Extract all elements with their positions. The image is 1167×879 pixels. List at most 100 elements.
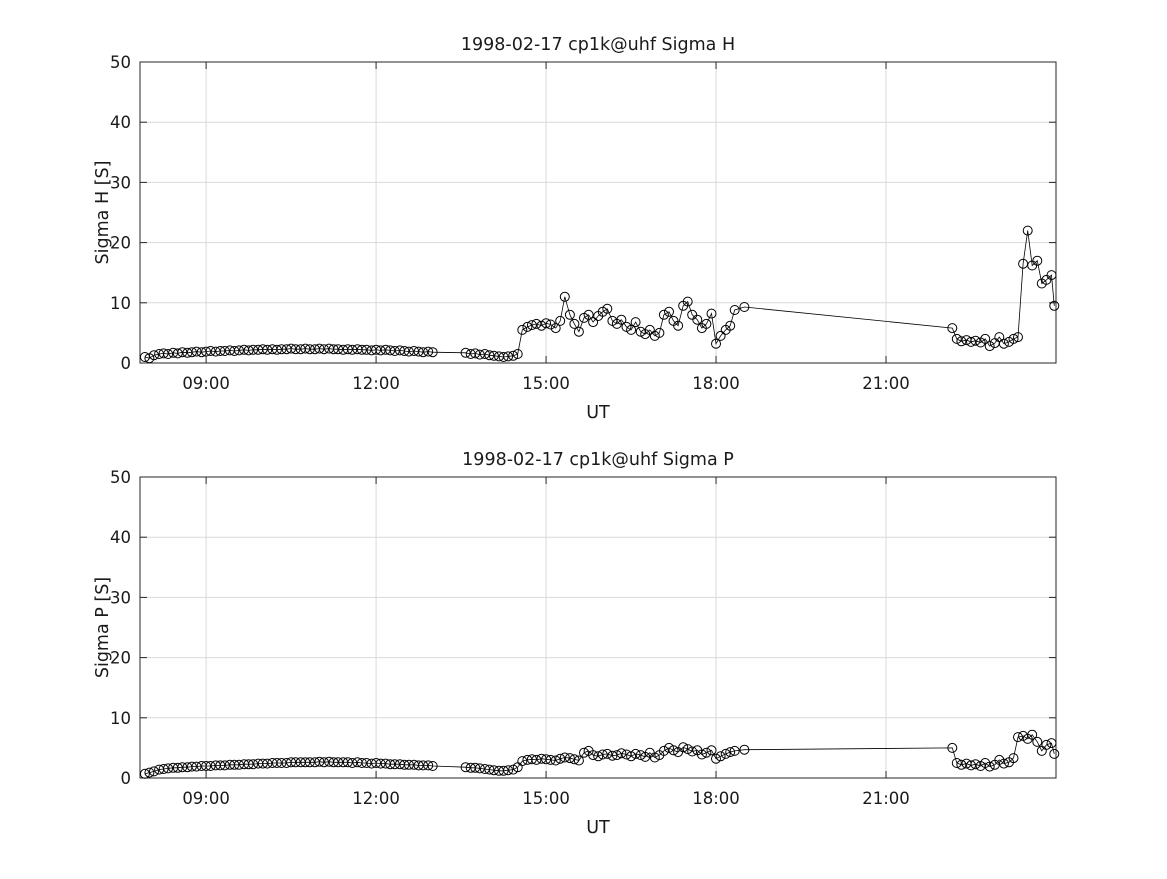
data-point-marker: [541, 754, 552, 765]
data-point-marker: [555, 753, 566, 764]
data-point-marker: [470, 348, 481, 359]
data-point-marker: [711, 338, 721, 349]
data-point-marker: [333, 344, 344, 355]
data-point-marker: [1008, 333, 1019, 344]
data-point-marker: [607, 750, 618, 761]
axes-box: [139, 61, 1057, 364]
data-point-marker: [319, 344, 329, 355]
data-point-marker: [371, 344, 382, 355]
data-point-marker: [186, 761, 197, 772]
data-point-marker: [304, 757, 315, 768]
data-point-marker: [243, 345, 254, 356]
data-point-marker: [644, 324, 655, 335]
data-point-marker: [229, 346, 240, 356]
x-axis-label: UT: [586, 403, 610, 423]
data-point-marker: [593, 751, 604, 762]
data-point-marker: [361, 758, 372, 768]
data-point-marker: [1049, 300, 1060, 311]
data-markers: [139, 225, 1060, 364]
data-point-marker: [177, 347, 188, 358]
data-point-marker: [559, 752, 570, 763]
data-point-marker: [658, 309, 669, 320]
data-point-marker: [385, 345, 396, 356]
data-point-marker: [276, 344, 287, 355]
data-point-marker: [668, 745, 679, 756]
data-point-marker: [720, 748, 731, 759]
x-tick-label: 09:00: [182, 374, 230, 393]
x-tick-label: 15:00: [522, 789, 570, 808]
data-point-marker: [550, 755, 561, 766]
data-point-marker: [172, 348, 183, 359]
data-point-marker: [413, 346, 424, 357]
data-point-marker: [715, 751, 726, 762]
data-point-marker: [984, 341, 995, 352]
data-point-marker: [998, 758, 1009, 769]
data-point-marker: [290, 757, 301, 768]
data-point-marker: [517, 756, 528, 767]
data-point-marker: [139, 768, 150, 779]
data-point-marker: [545, 319, 556, 330]
data-point-marker: [573, 755, 584, 766]
data-point-marker: [531, 318, 542, 329]
data-point-marker: [947, 742, 958, 753]
data-point-marker: [201, 346, 212, 357]
data-point-marker: [375, 345, 386, 356]
data-point-marker: [328, 344, 339, 355]
data-point-marker: [597, 749, 608, 760]
data-point-marker: [418, 760, 429, 771]
x-axis-label: UT: [586, 818, 610, 838]
data-point-marker: [375, 758, 386, 769]
data-point-marker: [1032, 255, 1043, 266]
data-point-marker: [956, 759, 967, 770]
data-point-marker: [564, 309, 575, 320]
data-point-marker: [711, 753, 721, 764]
x-tick-label: 18:00: [692, 374, 740, 393]
data-point-marker: [545, 754, 556, 765]
data-point-marker: [418, 347, 429, 358]
data-point-marker: [356, 758, 367, 768]
data-point-marker: [215, 760, 226, 771]
data-point-marker: [484, 350, 495, 361]
data-point-marker: [682, 296, 693, 307]
data-point-marker: [470, 762, 481, 773]
data-point-marker: [144, 767, 155, 778]
data-point-marker: [403, 346, 414, 357]
data-point-marker: [413, 760, 424, 771]
data-point-marker: [1022, 225, 1033, 236]
data-point-marker: [664, 306, 674, 317]
data-point-marker: [498, 765, 509, 776]
y-tick-label: 10: [110, 294, 131, 313]
x-tick-label: 09:00: [182, 789, 230, 808]
data-point-marker: [569, 318, 580, 329]
data-point-marker: [579, 747, 589, 758]
data-point-marker: [701, 318, 712, 329]
data-point-marker: [658, 745, 669, 756]
data-point-marker: [257, 758, 268, 769]
data-point-marker: [347, 344, 358, 355]
data-point-marker: [550, 323, 561, 334]
data-point-marker: [1013, 332, 1023, 343]
data-point-marker: [423, 760, 434, 771]
data-point-marker: [498, 352, 509, 362]
data-point-marker: [541, 318, 552, 329]
data-point-marker: [696, 749, 707, 760]
data-point-marker: [706, 308, 717, 319]
data-point-marker: [998, 338, 1009, 349]
data-point-marker: [611, 750, 622, 761]
data-point-marker: [966, 760, 976, 771]
chart-sigma-h: 09:00 12:00 15:00 18:00 21:00 0 10 20 30 40 50 1998…: [93, 35, 1060, 423]
data-point-marker: [678, 742, 689, 753]
data-point-marker: [300, 757, 311, 768]
x-tick-label: 18:00: [692, 789, 740, 808]
data-point-marker: [616, 314, 627, 325]
data-point-marker: [588, 317, 599, 328]
data-point-marker: [503, 765, 514, 776]
data-point-marker: [956, 336, 967, 347]
data-point-marker: [526, 320, 537, 331]
data-point-marker: [423, 346, 434, 357]
data-point-marker: [356, 344, 367, 355]
data-point-marker: [460, 347, 471, 358]
data-point-marker: [262, 758, 273, 769]
data-point-marker: [1032, 736, 1043, 747]
data-point-marker: [347, 758, 358, 768]
